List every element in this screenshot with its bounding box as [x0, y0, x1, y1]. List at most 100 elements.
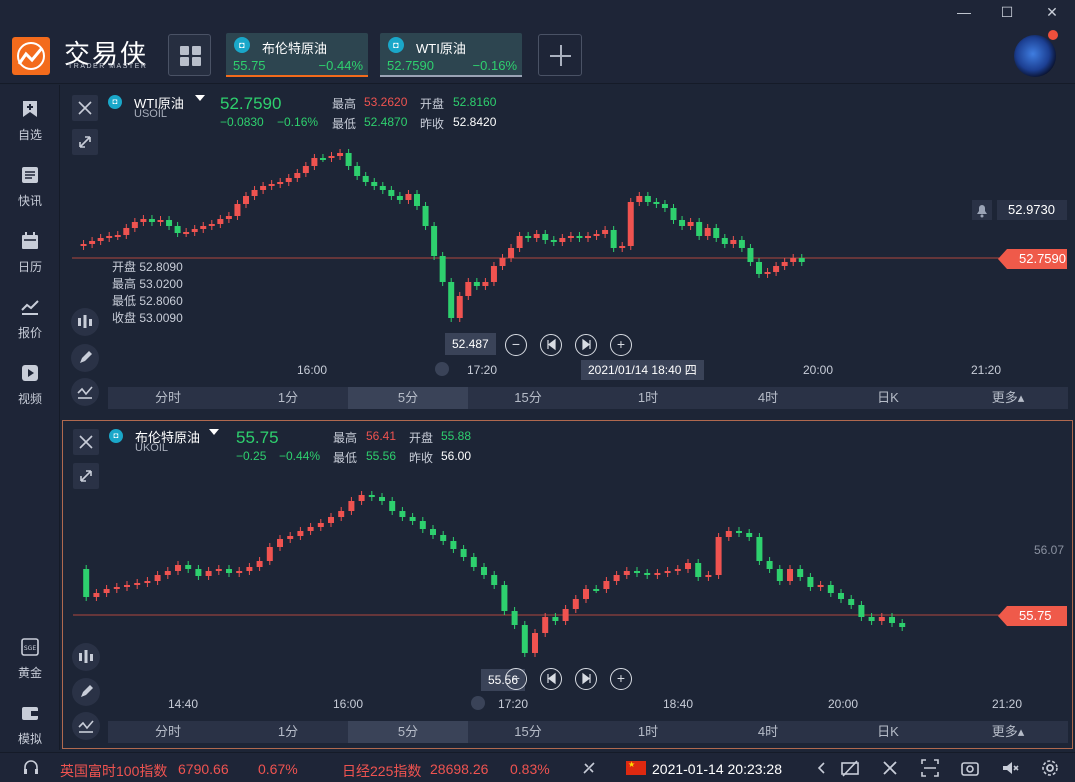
app-logo-icon	[12, 37, 50, 75]
headset-icon[interactable]	[22, 759, 40, 777]
candle	[195, 569, 202, 576]
tools-icon[interactable]	[880, 758, 900, 778]
avatar[interactable]	[1014, 30, 1058, 77]
candle	[858, 605, 865, 617]
candle	[766, 561, 773, 569]
tf-1h[interactable]: 1时	[637, 724, 659, 739]
indicator-button[interactable]	[71, 378, 99, 406]
price-alert-bell-icon[interactable]	[972, 200, 992, 220]
tab-brent[interactable]: ◘ 布伦特原油 55.75 −0.44%	[226, 33, 368, 77]
expand-chart-button[interactable]	[72, 129, 98, 155]
chart-type-button[interactable]	[71, 308, 99, 336]
camera-icon[interactable]	[960, 758, 980, 778]
tf-15m[interactable]: 15分	[514, 724, 542, 739]
tab-wti[interactable]: ◘ WTI原油 52.7590 −0.16%	[380, 33, 522, 77]
tf-5m[interactable]: 5分	[348, 721, 468, 743]
minimize-button[interactable]: —	[957, 4, 971, 20]
sidebar-item-news[interactable]: 快讯	[0, 165, 60, 215]
expand-chart-button[interactable]	[73, 463, 99, 489]
sidebar: 自选 快讯 日历 报价 视频 SGE 黄金 模拟	[0, 85, 60, 750]
tf-4h[interactable]: 4时	[757, 390, 779, 405]
candle	[756, 537, 763, 561]
zoom-out-button[interactable]: −	[505, 334, 527, 356]
sidebar-item-demo[interactable]: 模拟	[0, 703, 60, 753]
draw-tool-button[interactable]	[71, 344, 99, 372]
sidebar-item-calendar[interactable]: 日历	[0, 231, 60, 281]
maximize-button[interactable]: ☐	[1000, 4, 1014, 20]
candlestick-chart[interactable]	[63, 421, 1072, 721]
last-price-tag: 52.7590	[998, 249, 1067, 269]
zoom-in-button[interactable]: +	[610, 668, 632, 690]
tf-1m[interactable]: 1分	[277, 390, 299, 405]
sidebar-item-watchlist[interactable]: 自选	[0, 99, 60, 149]
candle	[705, 575, 712, 577]
tf-tick[interactable]: 分时	[154, 724, 181, 739]
chevron-left-icon[interactable]	[815, 761, 829, 775]
symbol-name[interactable]: WTI原油	[134, 96, 184, 111]
x-tick: 14:40	[168, 697, 199, 711]
candle	[396, 196, 403, 200]
timeline-handle[interactable]	[471, 696, 485, 710]
candle	[781, 262, 788, 266]
tf-15m[interactable]: 15分	[514, 390, 542, 405]
close-chart-button[interactable]	[72, 95, 98, 121]
sidebar-item-video[interactable]: 视频	[0, 363, 60, 413]
symbol-name[interactable]: 布伦特原油	[135, 430, 201, 445]
scroll-end-button[interactable]	[575, 668, 597, 690]
timeline-handle[interactable]	[435, 362, 449, 376]
chevron-down-icon[interactable]	[195, 95, 205, 101]
candle	[307, 527, 314, 531]
chart-panel-wti: ◘ WTI原油 USOIL 52.7590 −0.0830 −0.16% 最高 …	[62, 86, 1073, 416]
candle	[715, 537, 722, 575]
settings-icon[interactable]	[1040, 758, 1060, 778]
open-label: 开盘	[420, 97, 445, 111]
sidebar-item-gold[interactable]: SGE 黄金	[0, 637, 60, 687]
candle	[97, 238, 104, 241]
scan-icon[interactable]	[920, 758, 940, 778]
tf-4h[interactable]: 4时	[757, 724, 779, 739]
candlestick-chart[interactable]	[62, 86, 1073, 386]
candle	[354, 166, 361, 176]
sidebar-item-label: 报价	[17, 326, 42, 340]
candle	[773, 266, 780, 272]
chevron-down-icon[interactable]	[209, 429, 219, 435]
zoom-out-button[interactable]: −	[505, 668, 527, 690]
mute-icon[interactable]	[1000, 758, 1020, 778]
index-2-name[interactable]: 日经225指数	[342, 763, 422, 779]
index-1-name[interactable]: 英国富时100指数	[60, 763, 168, 779]
tf-more[interactable]: 更多▴	[991, 724, 1025, 739]
connection-icon[interactable]	[580, 759, 598, 777]
tf-daily[interactable]: 日K	[877, 724, 899, 739]
chart-type-button[interactable]	[72, 643, 100, 671]
tf-1m[interactable]: 1分	[277, 724, 299, 739]
layout-grid-button[interactable]	[168, 34, 211, 76]
sidebar-item-quotes[interactable]: 报价	[0, 297, 60, 347]
zoom-in-button[interactable]: +	[610, 334, 632, 356]
candle	[414, 194, 420, 206]
candle	[889, 617, 895, 623]
tf-5m[interactable]: 5分	[348, 387, 468, 409]
candle	[827, 585, 834, 593]
brand-name: 交易侠	[64, 39, 149, 69]
scroll-start-button[interactable]	[540, 334, 562, 356]
tf-daily[interactable]: 日K	[877, 390, 899, 405]
candle	[371, 182, 378, 186]
tf-more[interactable]: 更多▴	[991, 390, 1025, 405]
tf-tick[interactable]: 分时	[154, 390, 181, 405]
close-window-button[interactable]: ✕	[1046, 4, 1058, 20]
candle	[205, 571, 212, 576]
scroll-end-button[interactable]	[575, 334, 597, 356]
close-chart-button[interactable]	[73, 429, 99, 455]
add-tab-button[interactable]	[538, 34, 582, 76]
tv-off-icon[interactable]	[840, 758, 860, 778]
candle	[251, 190, 258, 196]
candle	[285, 178, 292, 182]
prev-close-value: 56.00	[441, 449, 472, 463]
draw-tool-button[interactable]	[72, 678, 100, 706]
close-icon	[78, 101, 92, 115]
tf-1h[interactable]: 1时	[637, 390, 659, 405]
scroll-start-button[interactable]	[540, 668, 562, 690]
indicator-button[interactable]	[72, 712, 100, 740]
candle	[225, 216, 232, 219]
